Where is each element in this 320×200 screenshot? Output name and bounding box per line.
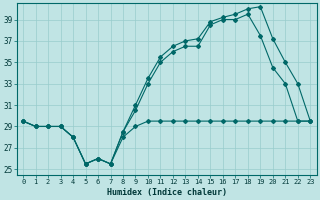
X-axis label: Humidex (Indice chaleur): Humidex (Indice chaleur) [107,188,227,197]
